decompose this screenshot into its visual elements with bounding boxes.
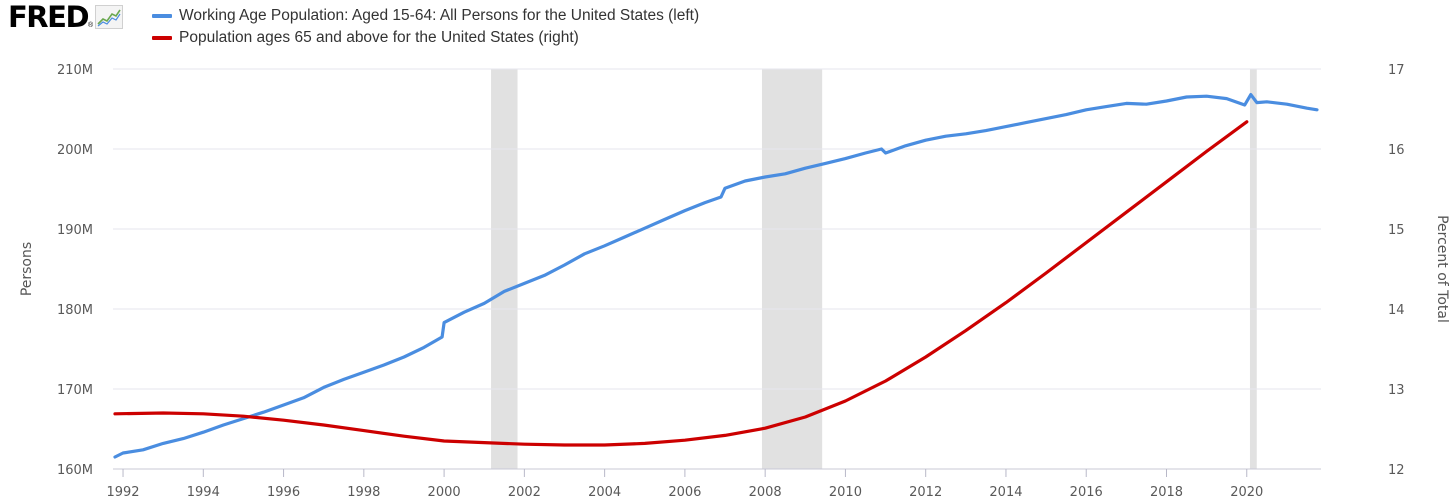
chart-legend: Working Age Population: Aged 15-64: All …	[152, 5, 699, 49]
recession-bands	[491, 69, 1257, 469]
y-right-tick-label: 13	[1388, 383, 1405, 398]
legend-item-right[interactable]: Population ages 65 and above for the Uni…	[152, 27, 699, 49]
legend-swatch-right	[152, 36, 172, 40]
legend-label-right: Population ages 65 and above for the Uni…	[179, 29, 579, 46]
series-line-right[interactable]	[113, 120, 1249, 447]
x-tick-label: 1996	[267, 485, 300, 500]
gridlines	[113, 68, 1321, 470]
series-line-left[interactable]	[113, 92, 1319, 459]
y-left-tick-label: 190M	[57, 223, 93, 238]
y-left-tick-label: 180M	[57, 303, 93, 318]
x-tick-label: 2012	[909, 485, 942, 500]
recession-band-2	[1249, 69, 1257, 469]
x-tick-label: 2008	[749, 485, 782, 500]
x-tick-label: 2018	[1150, 485, 1183, 500]
y-right-tick-label: 14	[1388, 303, 1405, 318]
trend-line-icon	[95, 5, 124, 29]
x-tick-label: 1992	[106, 485, 139, 500]
x-tick-label: 2000	[428, 485, 461, 500]
x-tick-label: 2020	[1230, 485, 1263, 500]
x-tick-label: 2014	[989, 485, 1022, 500]
y-left-tick-label: 200M	[57, 143, 93, 158]
recession-band-0	[491, 69, 518, 469]
y-left-tick-label: 210M	[57, 63, 93, 78]
legend-item-left[interactable]: Working Age Population: Aged 15-64: All …	[152, 5, 699, 27]
legend-label-left: Working Age Population: Aged 15-64: All …	[179, 7, 700, 24]
tick-labels: 160M 170M 180M 190M 200M 210M 12 13 14 15 16 17 1992…	[57, 63, 1405, 500]
y-right-tick-label: 15	[1388, 223, 1405, 238]
fred-logo-text: FRED	[8, 0, 90, 34]
x-tick-label: 2004	[588, 485, 621, 500]
x-tick-label: 1994	[187, 485, 220, 500]
y-left-tick-label: 160M	[57, 463, 93, 478]
x-tick-label: 2002	[508, 485, 541, 500]
recession-band-1	[761, 69, 823, 469]
y-right-tick-label: 16	[1388, 143, 1405, 158]
legend-swatch-left	[152, 14, 172, 18]
fred-logo[interactable]: FRED ®	[8, 0, 124, 34]
y-axis-left-title: Persons	[19, 242, 35, 296]
y-axis-right-title: Percent of Total	[1434, 215, 1450, 323]
registered-mark: ®	[88, 22, 94, 29]
y-right-tick-label: 17	[1388, 63, 1405, 78]
x-tick-label: 2006	[668, 485, 701, 500]
x-tick-label: 1998	[347, 485, 380, 500]
series-lines	[113, 92, 1319, 459]
x-tick-label: 2010	[829, 485, 862, 500]
y-left-tick-label: 170M	[57, 383, 93, 398]
y-right-tick-label: 12	[1388, 463, 1405, 478]
x-tick-label: 2016	[1070, 485, 1103, 500]
